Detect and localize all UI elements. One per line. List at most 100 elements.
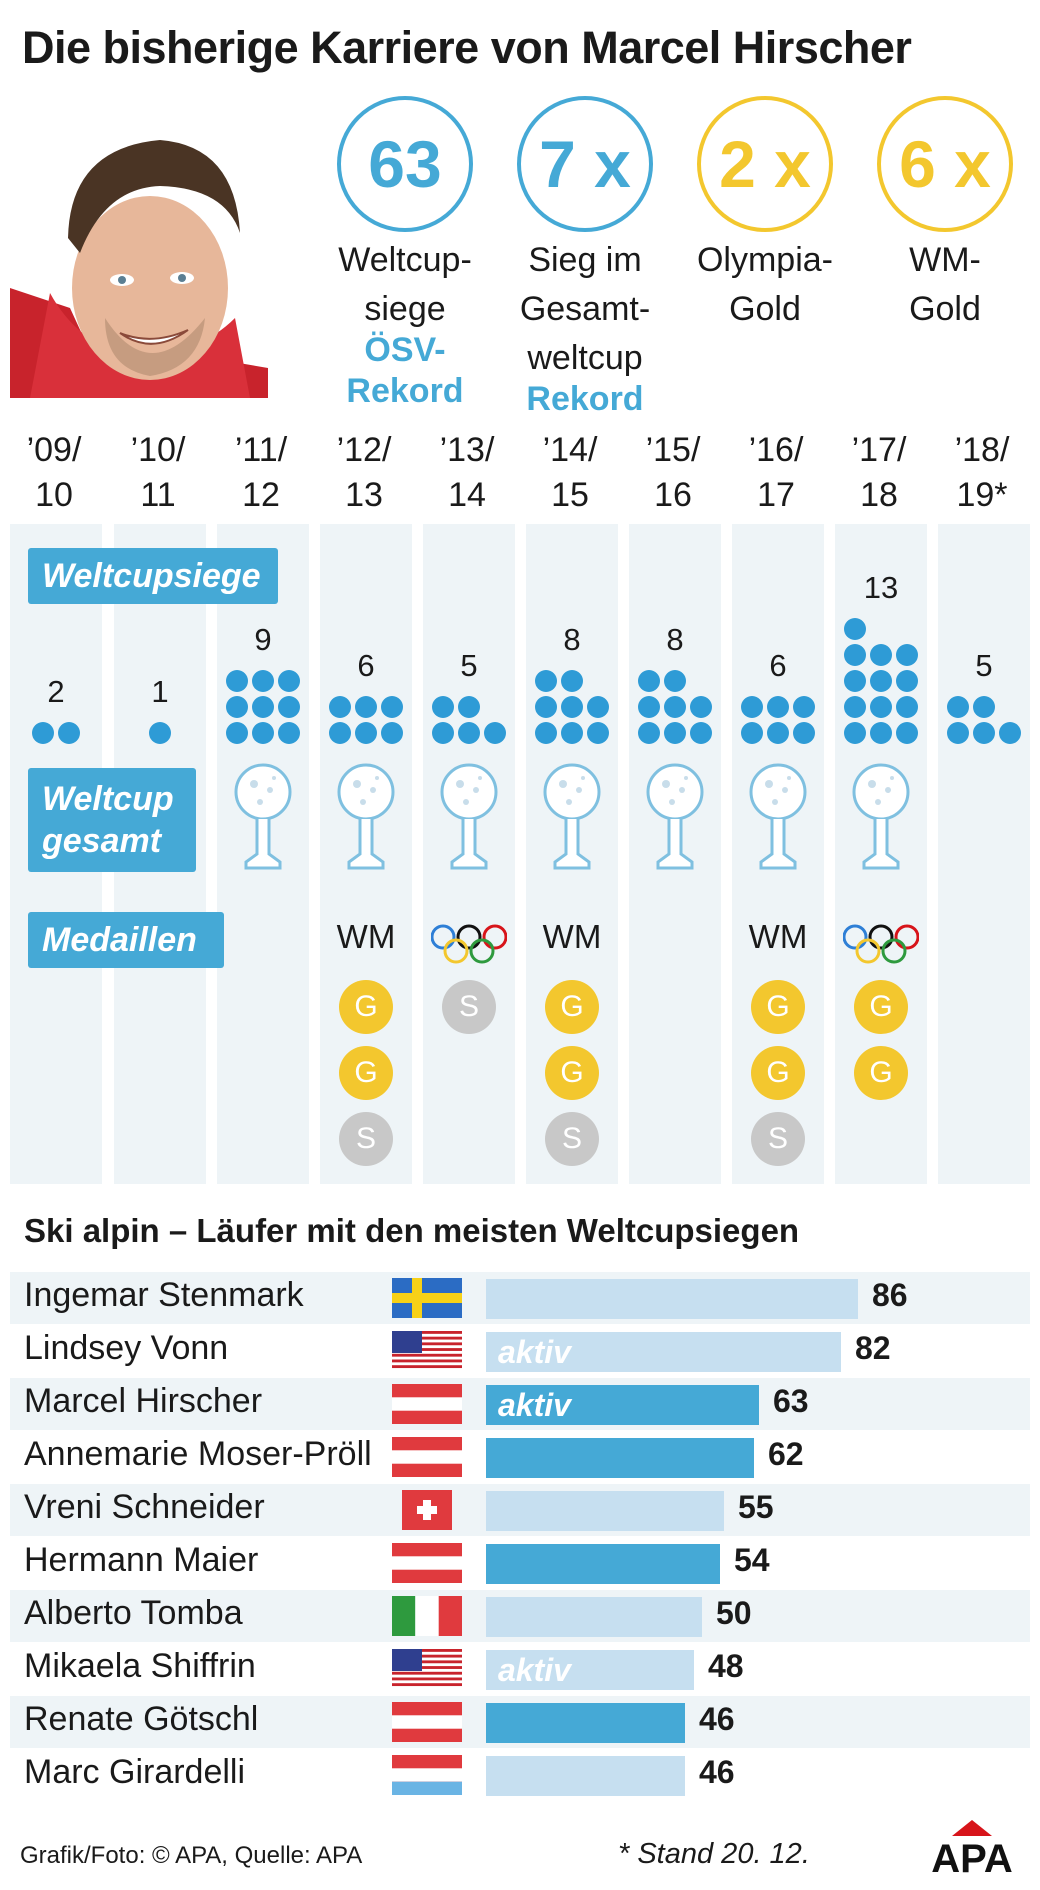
win-dot — [870, 644, 892, 666]
gold-medal: G — [339, 1046, 393, 1100]
win-dot — [535, 670, 557, 692]
ranking-row: Ingemar Stenmark 86 — [10, 1272, 1030, 1324]
season-label-line2: 16 — [654, 476, 692, 514]
label-weltcup-gesamt: Weltcup gesamt — [28, 768, 196, 872]
stat-circle: 2 x — [697, 96, 833, 232]
win-dot — [793, 722, 815, 744]
switzerland-flag-icon — [402, 1490, 452, 1530]
value-label: 54 — [734, 1542, 770, 1578]
value-bar — [486, 1438, 754, 1478]
stat-label: Sieg im — [528, 241, 642, 279]
gold-medal: G — [751, 980, 805, 1034]
ranking-row: Lindsey Vonn aktiv 82 — [10, 1325, 1030, 1377]
stat-olympia-gold: 2 x Olympia- Gold — [680, 96, 850, 330]
win-dot — [561, 696, 583, 718]
win-dot — [329, 722, 351, 744]
win-dot — [973, 696, 995, 718]
win-dot — [484, 722, 506, 744]
win-dot — [793, 696, 815, 718]
athlete-name: Alberto Tomba — [24, 1594, 243, 1632]
win-count: 5 — [975, 648, 993, 683]
season-label: ’10/11 — [112, 428, 204, 518]
value-label: 50 — [716, 1595, 752, 1631]
win-dot — [664, 696, 686, 718]
usa-flag-icon — [392, 1331, 462, 1371]
crystal-globe-icon — [646, 763, 704, 870]
value-label: 63 — [773, 1383, 809, 1419]
gold-medal: G — [545, 1046, 599, 1100]
win-dot — [767, 722, 789, 744]
win-dot — [896, 644, 918, 666]
season-label-line1: ’11/ — [234, 431, 288, 469]
stat-label: Gesamt- — [519, 290, 651, 328]
win-dot — [561, 670, 583, 692]
season-label-line1: ’12/ — [336, 431, 392, 469]
value-label: 82 — [855, 1330, 891, 1366]
value-label: 46 — [699, 1754, 735, 1790]
silver-medal: S — [751, 1112, 805, 1166]
stat-gesamtweltcup: 7 x Sieg im Gesamt- weltcup Rekord — [500, 96, 670, 420]
win-dot — [690, 722, 712, 744]
win-dot — [535, 722, 557, 744]
stat-circle: 6 x — [877, 96, 1013, 232]
active-label: aktiv — [498, 1651, 571, 1688]
silver-medal: S — [339, 1112, 393, 1166]
win-count: 1 — [151, 674, 169, 709]
label-medaillen: Medaillen — [28, 912, 224, 968]
athlete-name: Annemarie Moser-Pröll — [24, 1435, 372, 1473]
value-label: 62 — [768, 1436, 804, 1472]
season-label: ’16/17 — [730, 428, 822, 518]
win-dot — [947, 722, 969, 744]
season-label: ’12/13 — [318, 428, 410, 518]
win-dot — [664, 670, 686, 692]
austria-flag-icon — [392, 1437, 462, 1477]
win-dot — [329, 696, 351, 718]
ranking-row: Marc Girardelli 46 — [10, 1749, 1030, 1801]
athlete-name: Renate Götschl — [24, 1700, 259, 1738]
value-label: 48 — [708, 1648, 744, 1684]
italy-flag-icon — [392, 1596, 462, 1636]
label-weltcup-gesamt-line1: Weltcup — [42, 780, 174, 818]
ranking-row: Renate Götschl 46 — [10, 1696, 1030, 1748]
win-dot — [664, 722, 686, 744]
athlete-name: Vreni Schneider — [24, 1488, 265, 1526]
win-dot — [638, 696, 660, 718]
gold-medal: G — [854, 1046, 908, 1100]
season-label-line1: ’15/ — [645, 431, 701, 469]
medal-event-wm: WM — [748, 918, 808, 955]
silver-medal: S — [442, 980, 496, 1034]
win-count: 9 — [254, 622, 272, 657]
win-dot — [638, 722, 660, 744]
win-dot — [226, 696, 248, 718]
athlete-name: Mikaela Shiffrin — [24, 1647, 256, 1685]
win-dot — [226, 670, 248, 692]
ranking-row: Marcel Hirscher aktiv 63 — [10, 1378, 1030, 1430]
athlete-name: Lindsey Vonn — [24, 1329, 229, 1367]
season-label-line1: ’13/ — [439, 431, 495, 469]
win-dot — [587, 696, 609, 718]
season-column — [938, 524, 1030, 1184]
athlete-name: Hermann Maier — [24, 1541, 259, 1579]
win-dot — [896, 722, 918, 744]
gold-medal: G — [545, 980, 599, 1034]
win-dot — [458, 722, 480, 744]
ranking-title: Ski alpin – Läufer mit den meisten Weltc… — [24, 1212, 800, 1249]
austria-flag-icon — [392, 1543, 462, 1583]
win-dot — [844, 618, 866, 640]
footer-credit: Grafik/Foto: © APA, Quelle: APA — [20, 1842, 363, 1869]
season-label-line2: 11 — [140, 476, 176, 514]
win-dot — [149, 722, 171, 744]
value-bar — [486, 1703, 685, 1743]
sweden-flag-icon — [392, 1278, 462, 1318]
athlete-name: Marc Girardelli — [24, 1753, 246, 1791]
ranking-row: Alberto Tomba 50 — [10, 1590, 1030, 1642]
win-dot — [252, 670, 274, 692]
win-dot — [278, 670, 300, 692]
season-label-line2: 10 — [35, 476, 73, 514]
value-bar: aktiv — [486, 1385, 759, 1425]
win-dot — [432, 722, 454, 744]
season-label-line2: 14 — [448, 476, 486, 514]
active-label: aktiv — [498, 1386, 571, 1423]
win-dot — [844, 670, 866, 692]
season-label: ’11/12 — [215, 428, 307, 518]
